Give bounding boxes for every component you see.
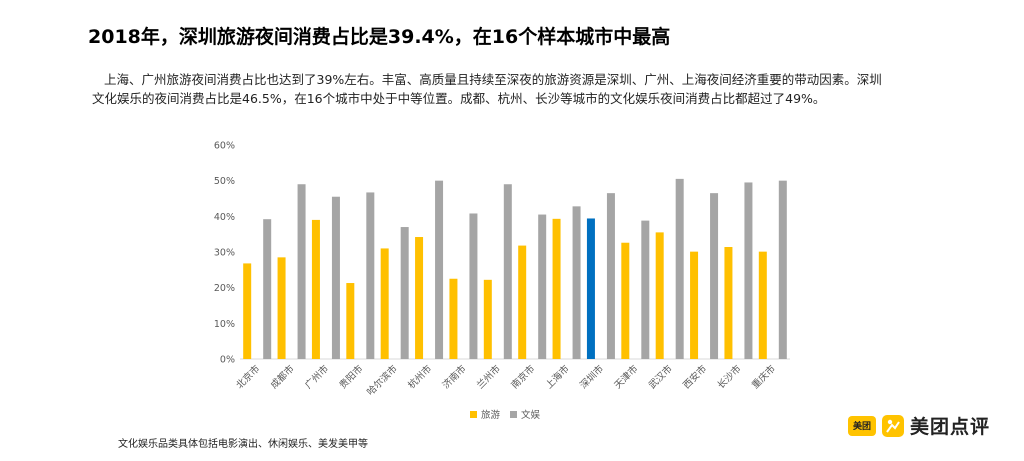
bar-tourism xyxy=(346,283,355,359)
x-tick-label: 广州市 xyxy=(302,362,331,391)
footnote: 文化娱乐品类具体包括电影演出、休闲娱乐、美发美甲等 xyxy=(118,439,368,450)
bar-culture xyxy=(366,192,375,359)
bar-tourism xyxy=(586,218,595,359)
bar-culture xyxy=(503,184,512,359)
legend-label-culture: 文娱 xyxy=(521,409,541,421)
bar-culture xyxy=(641,220,650,359)
x-tick-label: 深圳市 xyxy=(577,362,606,391)
bar-tourism xyxy=(552,218,561,359)
bar-culture xyxy=(435,180,444,359)
bar-tourism xyxy=(655,232,664,359)
bar-culture xyxy=(606,193,615,359)
bar-tourism xyxy=(380,248,389,359)
bar-culture xyxy=(538,214,547,359)
bar-tourism xyxy=(449,278,458,359)
y-tick-label: 0% xyxy=(220,355,235,366)
dianping-logo-icon xyxy=(882,414,904,437)
legend-swatch-tourism xyxy=(470,411,477,418)
x-tick-label: 贵阳市 xyxy=(337,362,366,391)
bar-tourism xyxy=(621,242,630,359)
y-tick-label: 10% xyxy=(214,319,235,330)
x-tick-label: 上海市 xyxy=(543,362,572,391)
x-tick-label: 南京市 xyxy=(509,362,538,391)
bar-culture xyxy=(778,180,787,359)
bar-culture xyxy=(469,213,478,359)
legend-swatch-culture xyxy=(510,411,517,418)
bar-culture xyxy=(263,219,272,359)
y-tick-label: 50% xyxy=(214,176,235,187)
y-tick-label: 30% xyxy=(214,248,235,259)
bar-culture xyxy=(400,227,409,359)
bar-tourism xyxy=(518,245,527,359)
bar-tourism xyxy=(724,247,733,359)
bar-tourism xyxy=(243,263,252,359)
bar-culture xyxy=(710,193,719,359)
bar-tourism xyxy=(311,219,320,359)
x-tick-label: 北京市 xyxy=(234,362,263,391)
bar-tourism xyxy=(483,279,492,359)
bar-tourism xyxy=(690,251,699,359)
bar-culture xyxy=(297,184,306,359)
x-tick-label: 长沙市 xyxy=(715,362,744,391)
x-tick-label: 成都市 xyxy=(268,362,297,391)
y-tick-label: 60% xyxy=(214,141,235,152)
x-tick-label: 济南市 xyxy=(440,362,469,391)
brand-logo: 美团 美团点评 xyxy=(848,412,990,439)
description-paragraph: 上海、广州旅游夜间消费占比也达到了39%左右。丰富、高质量且持续至深夜的旅游资源… xyxy=(92,72,882,106)
x-tick-label: 天津市 xyxy=(612,362,641,391)
x-tick-label: 西安市 xyxy=(681,362,710,391)
x-tick-label: 哈尔滨市 xyxy=(364,362,400,398)
meituan-badge: 美团 xyxy=(848,415,876,436)
y-tick-label: 40% xyxy=(214,212,235,223)
bar-culture xyxy=(572,206,581,359)
y-tick-label: 20% xyxy=(214,283,235,294)
x-tick-label: 兰州市 xyxy=(474,362,503,391)
page-title: 2018年，深圳旅游夜间消费占比是39.4%，在16个样本城市中最高 xyxy=(88,26,671,48)
bar-culture xyxy=(744,182,753,359)
bar-tourism xyxy=(758,251,767,359)
bar-culture xyxy=(331,196,340,359)
bar-culture xyxy=(675,178,684,359)
bar-tourism xyxy=(415,237,424,359)
brand-name: 美团点评 xyxy=(910,416,991,438)
x-tick-label: 武汉市 xyxy=(646,362,675,391)
x-tick-label: 杭州市 xyxy=(406,362,435,391)
legend-label-tourism: 旅游 xyxy=(481,409,501,421)
x-tick-label: 重庆市 xyxy=(749,362,778,391)
bar-tourism xyxy=(277,257,286,359)
